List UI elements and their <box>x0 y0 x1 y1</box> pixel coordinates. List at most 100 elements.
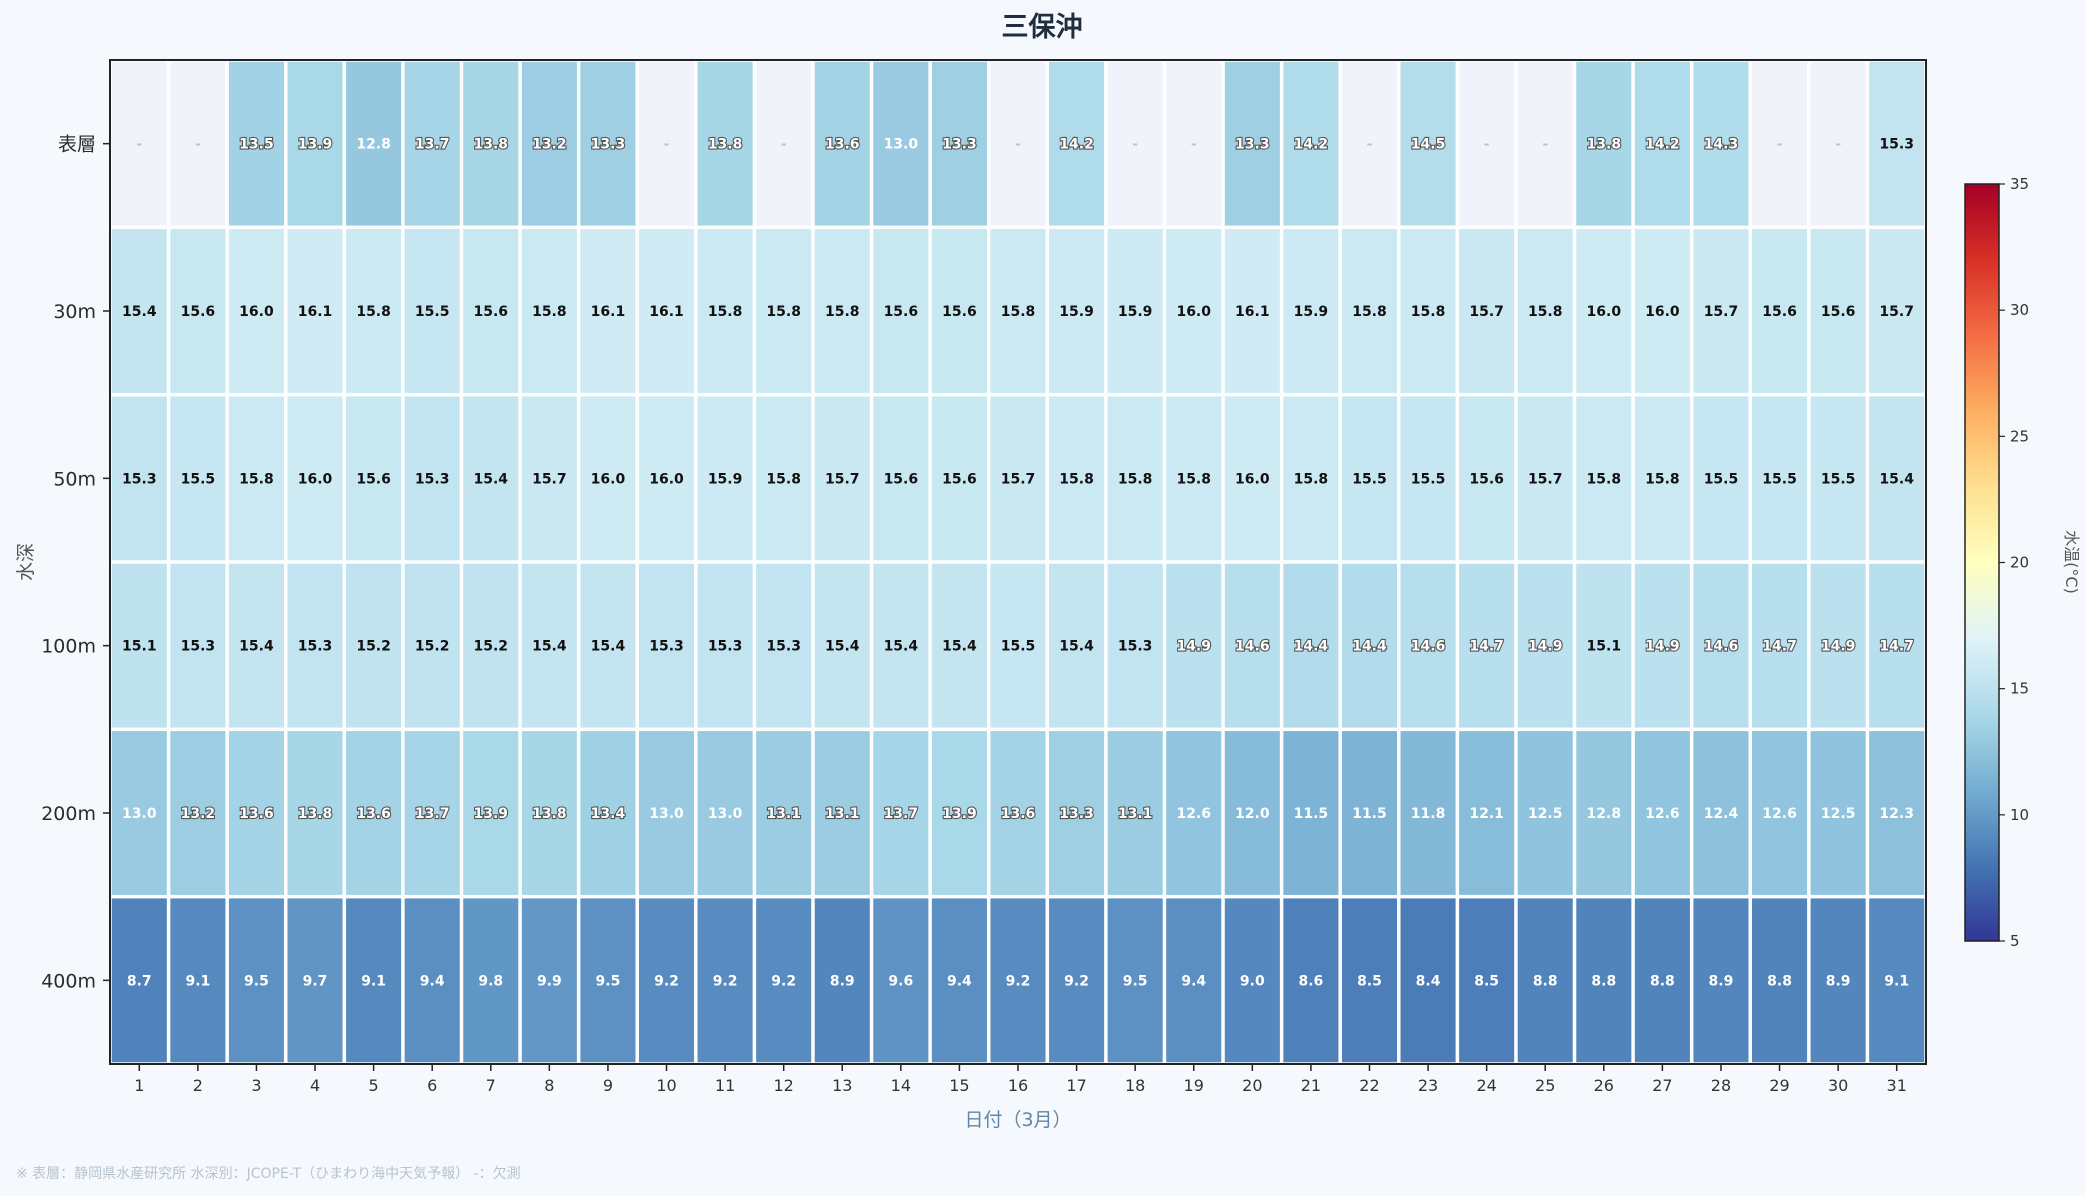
cell-value-label: 15.5 <box>1352 471 1387 487</box>
cell-value-label: 16.0 <box>1235 471 1270 487</box>
cell-value-label: 12.8 <box>1587 806 1622 822</box>
heatmap-cell <box>285 562 345 730</box>
cell-value-label: 16.0 <box>1176 304 1211 320</box>
heatmap-cell <box>1516 562 1575 730</box>
cell-value-label: 15.3 <box>181 639 216 655</box>
cell-value-label: 8.8 <box>1650 973 1675 989</box>
cell-value-label: 15.4 <box>884 639 919 655</box>
heatmap-cell <box>1574 394 1633 562</box>
cell-value-label: 15.3 <box>766 639 801 655</box>
heatmap-cell <box>1047 729 1106 897</box>
heatmap-cell <box>285 60 345 228</box>
cell-value-label: 9.8 <box>478 973 503 989</box>
cell-value-label: 15.8 <box>1294 471 1329 487</box>
cell-value-label: 13.6 <box>825 137 860 153</box>
heatmap-cell <box>578 60 637 228</box>
cell-value-label: 15.6 <box>942 304 977 320</box>
cell-value-label: 15.7 <box>1001 471 1036 487</box>
cell-value-label: - <box>1835 137 1841 153</box>
heatmap-cell <box>696 394 755 562</box>
cell-value-label: 15.8 <box>825 304 860 320</box>
cell-value-label: 9.7 <box>303 973 328 989</box>
cell-value-label: 15.6 <box>1821 304 1856 320</box>
cell-value-label: 13.2 <box>532 137 567 153</box>
heatmap-cell <box>1457 60 1516 228</box>
cell-value-label: 14.7 <box>1762 639 1797 655</box>
heatmap-cell <box>1223 394 1282 562</box>
heatmap-cell <box>1809 896 1868 1064</box>
cell-value-label: 15.9 <box>1118 304 1153 320</box>
cell-value-label: 13.5 <box>239 137 274 153</box>
heatmap-cell <box>1399 394 1458 562</box>
heatmap-cell <box>871 227 930 395</box>
cell-value-label: 14.9 <box>1645 639 1680 655</box>
cell-value-label: 13.6 <box>239 806 274 822</box>
cell-value-label: 15.5 <box>181 471 216 487</box>
cell-value-label: 15.6 <box>942 471 977 487</box>
colorbar-tick-label: 15 <box>2010 680 2029 698</box>
heatmap-cell <box>637 562 696 730</box>
heatmap-cell <box>520 562 579 730</box>
cell-value-label: 15.3 <box>649 639 684 655</box>
cell-value-label: 13.1 <box>766 806 801 822</box>
cell-value-label: 9.5 <box>244 973 269 989</box>
heatmap-cell <box>1164 562 1223 730</box>
cell-value-label: 14.2 <box>1645 137 1680 153</box>
heatmap-cell <box>1281 562 1340 730</box>
cell-value-label: 15.7 <box>1879 304 1914 320</box>
cell-value-label: 15.8 <box>532 304 567 320</box>
heatmap-cell <box>403 60 462 228</box>
heatmap-cell <box>1809 562 1868 730</box>
cell-value-label: 15.9 <box>1059 304 1094 320</box>
heatmap-cell <box>930 729 989 897</box>
heatmap-cell <box>344 896 403 1064</box>
cell-value-label: 14.9 <box>1528 639 1563 655</box>
heatmap-cell <box>1223 729 1282 897</box>
cell-value-label: 13.8 <box>298 806 333 822</box>
cell-value-label: 15.5 <box>415 304 450 320</box>
cell-value-label: 9.4 <box>947 973 972 989</box>
heatmap-cell <box>461 394 520 562</box>
heatmap-cell <box>1809 60 1868 228</box>
cell-value-label: 13.6 <box>356 806 391 822</box>
heatmap-cell <box>1691 394 1751 562</box>
cell-value-label: 13.9 <box>474 806 509 822</box>
cell-value-label: 15.8 <box>1059 471 1094 487</box>
heatmap-cell <box>461 729 520 897</box>
heatmap-cell <box>227 227 286 395</box>
heatmap-cell <box>813 562 872 730</box>
cell-value-label: 9.1 <box>1884 973 1909 989</box>
heatmap-cell <box>1633 896 1692 1064</box>
heatmap-cell <box>1047 394 1106 562</box>
cell-value-label: 9.1 <box>185 973 210 989</box>
heatmap-cell <box>1809 227 1868 395</box>
x-tick-label: 7 <box>486 1076 496 1095</box>
heatmap-cell <box>1047 562 1106 730</box>
cell-value-label: 15.1 <box>122 639 157 655</box>
cell-value-label: 15.2 <box>474 639 509 655</box>
heatmap-cell <box>1633 227 1692 395</box>
heatmap-cell <box>871 394 930 562</box>
heatmap-cell <box>1691 896 1751 1064</box>
x-tick-label: 18 <box>1125 1076 1145 1095</box>
x-tick-label: 30 <box>1828 1076 1848 1095</box>
cell-value-label: 13.6 <box>1001 806 1036 822</box>
cell-value-label: 15.9 <box>1294 304 1329 320</box>
x-tick-label: 15 <box>949 1076 969 1095</box>
heatmap-cell <box>1574 562 1633 730</box>
heatmap-cell <box>1047 60 1106 228</box>
cell-value-label: 14.6 <box>1235 639 1270 655</box>
heatmap-cell <box>1399 562 1458 730</box>
heatmap-cells <box>110 60 1926 1064</box>
cell-value-label: 15.8 <box>239 471 274 487</box>
heatmap-cell <box>1750 729 1809 897</box>
cell-value-label: 8.9 <box>1826 973 1851 989</box>
heatmap-cell <box>1106 60 1165 228</box>
heatmap-cell <box>1281 729 1340 897</box>
cell-value-label: 16.1 <box>298 304 333 320</box>
cell-value-label: 13.1 <box>1118 806 1153 822</box>
heatmap-cell <box>110 227 169 395</box>
cell-value-label: 15.4 <box>122 304 157 320</box>
cell-value-label: 8.9 <box>1709 973 1734 989</box>
